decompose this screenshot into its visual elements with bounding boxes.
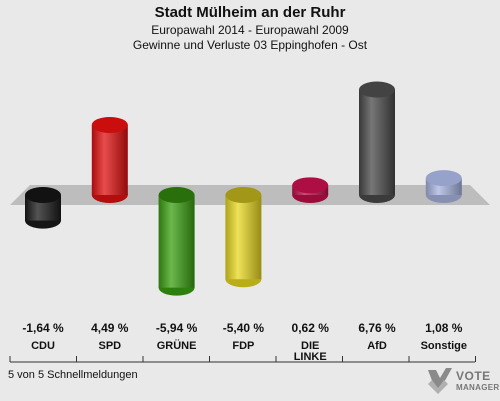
category-axis — [9, 356, 476, 363]
value-label: 0,62 % — [292, 321, 330, 335]
value-label: -5,94 % — [156, 321, 198, 335]
bar-sonstige — [425, 170, 462, 203]
value-labels-group: -1,64 % 4,49 % -5,94 % -5,40 % 0,62 % 6,76 % 1… — [22, 321, 462, 335]
chart-subtitle-elections: Europawahl 2014 - Europawahl 2009 — [151, 23, 349, 37]
value-label: 4,49 % — [91, 321, 129, 335]
logo-text-vote: VOTE — [456, 369, 491, 383]
chart-title: Stadt Mülheim an der Ruhr — [154, 4, 346, 21]
category-label: AfD — [367, 340, 387, 352]
category-label: DIE — [301, 340, 319, 352]
checkmark-x-icon — [428, 368, 452, 394]
category-label: Sonstige — [421, 340, 467, 352]
value-label: 1,08 % — [425, 321, 463, 335]
bar-cdu — [25, 187, 61, 229]
value-label: -1,64 % — [22, 321, 64, 335]
logo-text-manager: MANAGER — [456, 383, 500, 392]
footer-status: 5 von 5 Schnellmeldungen — [8, 369, 138, 381]
bar-die-linke — [292, 177, 329, 203]
bars-group — [25, 81, 462, 296]
bar-afd — [359, 81, 395, 203]
bar-fdp — [225, 187, 262, 288]
bar-grüne — [158, 187, 195, 296]
category-label: CDU — [31, 340, 55, 352]
bar-spd — [91, 116, 128, 203]
category-label: LINKE — [294, 351, 327, 363]
category-label: FDP — [232, 340, 254, 352]
category-label: GRÜNE — [157, 339, 197, 352]
value-label: 6,76 % — [358, 321, 396, 335]
value-label: -5,40 % — [223, 321, 265, 335]
vote-manager-logo: VOTE MANAGER — [426, 366, 500, 396]
category-label: SPD — [98, 340, 121, 352]
chart-subtitle-district: Gewinne und Verluste 03 Eppinghofen - Os… — [132, 38, 368, 52]
